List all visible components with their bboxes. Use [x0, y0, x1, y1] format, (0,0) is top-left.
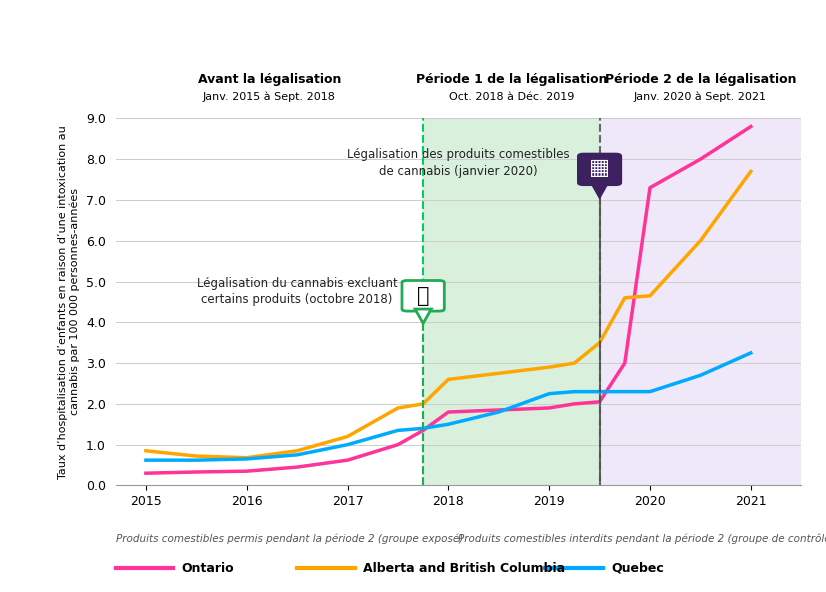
Y-axis label: Taux d’hospitalisation d’enfants en raison d’une intoxication au
cannabis par 10: Taux d’hospitalisation d’enfants en rais… [58, 125, 80, 479]
Text: Quebec: Quebec [611, 562, 664, 575]
Text: Produits comestibles interdits pendant la période 2 (groupe de contrôle): Produits comestibles interdits pendant l… [458, 533, 826, 544]
Polygon shape [591, 182, 608, 197]
Polygon shape [415, 309, 431, 323]
Text: Janv. 2015 à Sept. 2018: Janv. 2015 à Sept. 2018 [203, 91, 336, 102]
Bar [423, 118, 600, 485]
FancyBboxPatch shape [578, 154, 621, 185]
Bar [600, 118, 801, 485]
Text: Janv. 2020 à Sept. 2021: Janv. 2020 à Sept. 2021 [634, 91, 767, 102]
Text: Légalisation du cannabis excluant: Légalisation du cannabis excluant [197, 276, 397, 289]
Text: Ontario: Ontario [182, 562, 235, 575]
Text: ▦: ▦ [589, 158, 610, 178]
Text: Période 2 de la légalisation: Période 2 de la légalisation [605, 73, 796, 86]
Text: de cannabis (janvier 2020): de cannabis (janvier 2020) [379, 165, 538, 178]
Text: certains produits (octobre 2018): certains produits (octobre 2018) [202, 293, 393, 306]
Text: Produits comestibles permis pendant la période 2 (groupe exposé): Produits comestibles permis pendant la p… [116, 533, 463, 544]
Text: Période 1 de la légalisation: Période 1 de la légalisation [415, 73, 607, 86]
Text: Alberta and British Columbia: Alberta and British Columbia [363, 562, 566, 575]
Text: Légalisation des produits comestibles: Légalisation des produits comestibles [347, 148, 570, 161]
Text: 🌿: 🌿 [417, 286, 430, 306]
Text: Oct. 2018 à Déc. 2019: Oct. 2018 à Déc. 2019 [449, 92, 574, 102]
FancyBboxPatch shape [402, 281, 444, 311]
Text: Avant la légalisation: Avant la légalisation [197, 73, 341, 86]
